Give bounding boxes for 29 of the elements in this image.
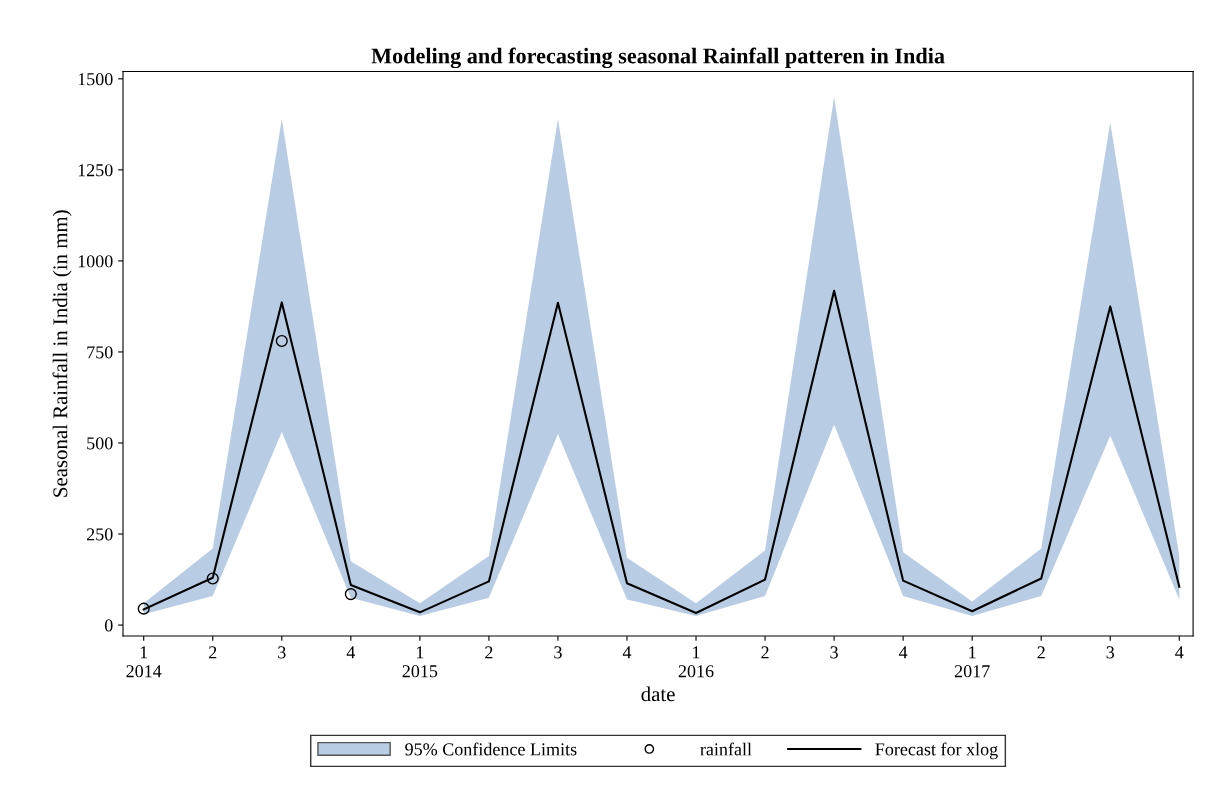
x-tick-label: 1 2016 (678, 646, 714, 678)
y-axis-title: Seasonal Rainfall in India (in mm) (52, 210, 72, 497)
y-tick-label: 1250 (78, 164, 113, 177)
x-tick-label: 4 (346, 646, 356, 659)
y-tick-label: 250 (86, 528, 113, 541)
x-tick-label: 3 (1106, 646, 1115, 659)
y-tick-label: 750 (87, 346, 113, 359)
text: rainfall (700, 742, 752, 756)
y-tick-label: 1000 (78, 255, 113, 268)
x-tick-label: 2 (1037, 646, 1045, 659)
x-tick-label: 3 (278, 646, 286, 659)
chart-title: Modeling and forecasting seasonal Rainfall patteren in India (371, 47, 945, 69)
x-tick-label: 1 2015 (402, 646, 438, 678)
x-axis-title: date (641, 686, 675, 702)
text: 95% Confidence Limits (405, 742, 577, 756)
y-tick-label: 0 (104, 619, 113, 632)
x-tick-label: 1 2017 (954, 646, 990, 678)
x-tick-label: 4 (898, 646, 908, 659)
x-tick-label: 2 (761, 646, 769, 659)
x-tick-label: 2 (485, 646, 493, 659)
y-tick-label: 500 (87, 437, 113, 450)
x-tick-label: 4 (622, 646, 632, 659)
x-tick-label: 3 (830, 646, 838, 659)
y-tick-label: 1500 (78, 73, 113, 86)
x-tick-label: 1 2014 (126, 646, 162, 678)
legend-label: Forecast for xlog (875, 742, 998, 760)
x-tick-label: 3 (554, 646, 562, 659)
x-tick-label: 4 (1175, 646, 1184, 659)
x-tick-label: 2 (209, 646, 217, 659)
